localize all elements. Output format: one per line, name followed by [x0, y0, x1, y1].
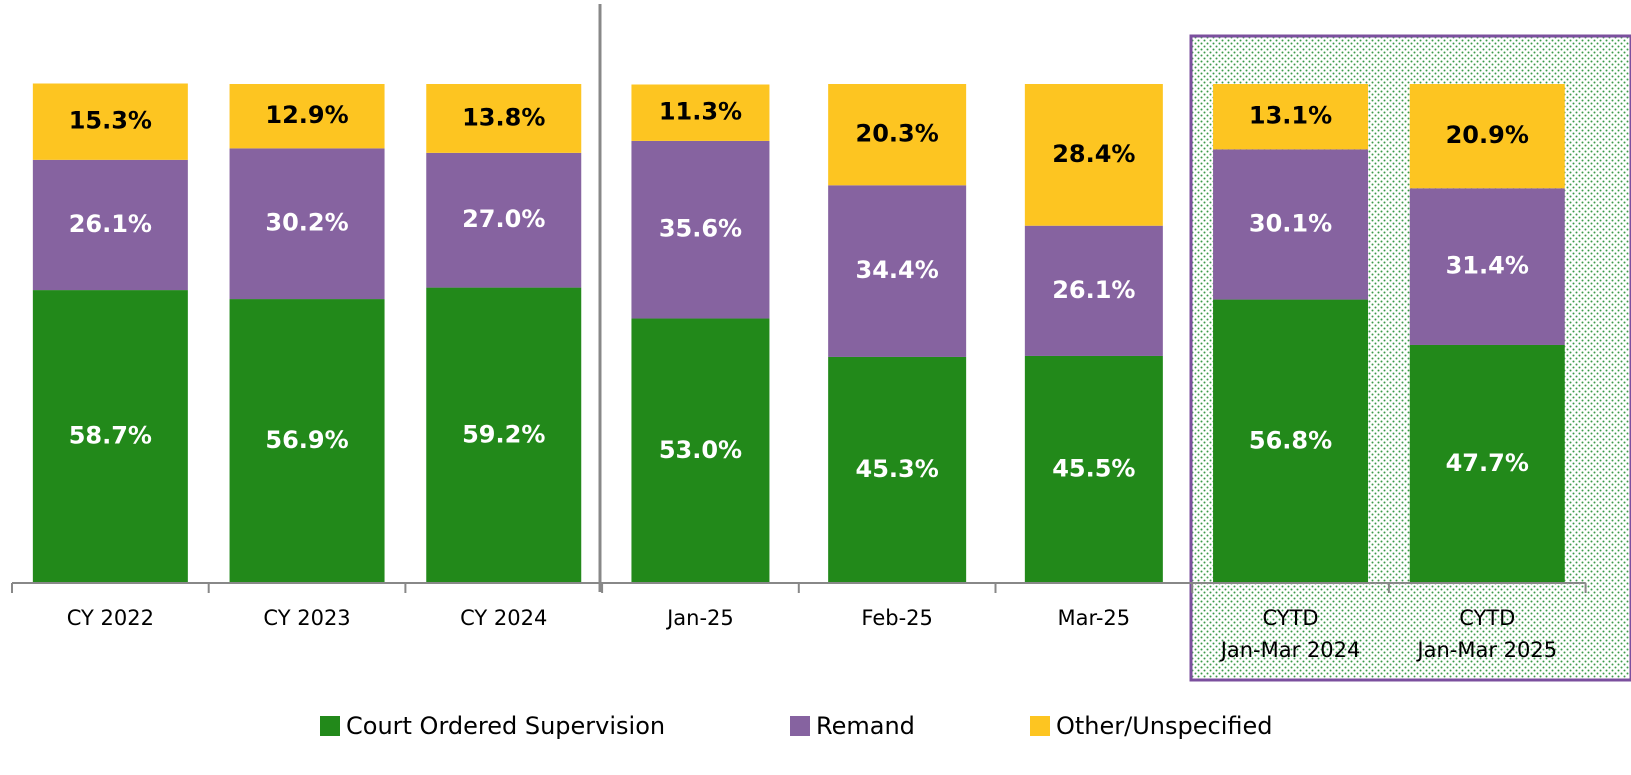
value-label: 28.4%	[1052, 140, 1135, 168]
bar-segment	[229, 84, 385, 149]
value-label: 34.4%	[856, 256, 939, 284]
bar-segment	[229, 299, 385, 583]
value-label: 20.9%	[1446, 121, 1529, 149]
value-label: 30.1%	[1249, 209, 1332, 237]
bar-segment	[426, 287, 582, 583]
legend-label: Other/Unspecified	[1056, 712, 1273, 740]
bar-segment	[1024, 84, 1163, 226]
bar-segment	[32, 83, 188, 160]
value-label: 30.2%	[265, 209, 348, 237]
bar-segment	[1409, 188, 1565, 345]
x-tick-label: CY 2023	[263, 606, 351, 630]
value-label: 20.3%	[856, 120, 939, 148]
x-tick-label: Feb-25	[861, 606, 933, 630]
bar-segment	[1213, 149, 1369, 300]
legend-item: Remand	[790, 712, 915, 740]
legend-item: Court Ordered Supervision	[320, 712, 665, 740]
legend-swatch	[790, 716, 810, 736]
value-label: 58.7%	[69, 422, 152, 450]
bar-segment	[1213, 299, 1369, 583]
x-tick-label: CYTD Jan-Mar 2025	[1417, 606, 1558, 662]
value-label: 26.1%	[69, 210, 152, 238]
value-label: 45.3%	[856, 455, 939, 483]
value-label: 56.8%	[1249, 426, 1332, 454]
legend-swatch	[1030, 716, 1050, 736]
x-tick-label: Mar-25	[1057, 606, 1131, 630]
bar-segment	[631, 140, 770, 319]
value-label: 56.9%	[265, 426, 348, 454]
bar-segment	[631, 84, 770, 141]
bar-segment	[1024, 355, 1163, 583]
x-tick-label: CYTD Jan-Mar 2024	[1220, 606, 1361, 662]
bar-segment	[32, 290, 188, 583]
value-label: 11.3%	[659, 98, 742, 126]
bar-segment	[1213, 84, 1369, 150]
bar-segment	[1409, 344, 1565, 583]
value-label: 35.6%	[659, 215, 742, 243]
bar-segment	[1024, 225, 1163, 356]
value-label: 59.2%	[462, 420, 545, 448]
x-tick-label: CY 2024	[460, 606, 548, 630]
value-label: 27.0%	[462, 205, 545, 233]
value-label: 47.7%	[1446, 449, 1529, 477]
legend-swatch	[320, 716, 340, 736]
bar-segment	[828, 356, 967, 583]
value-label: 15.3%	[69, 107, 152, 135]
value-label: 45.5%	[1052, 454, 1135, 482]
bar-segment	[631, 318, 770, 583]
value-label: 13.1%	[1249, 102, 1332, 130]
value-label: 53.0%	[659, 436, 742, 464]
bar-segment	[426, 84, 582, 153]
value-label: 31.4%	[1446, 252, 1529, 280]
legend-label: Remand	[816, 712, 915, 740]
bar-segment	[828, 84, 967, 186]
bar-segment	[32, 159, 188, 291]
legend-item: Other/Unspecified	[1030, 712, 1273, 740]
x-tick-label: Jan-25	[667, 606, 734, 630]
bar-segment	[426, 152, 582, 288]
bar-segment	[828, 185, 967, 357]
value-label: 13.8%	[462, 103, 545, 131]
bar-segment	[1409, 84, 1565, 189]
value-label: 12.9%	[265, 101, 348, 129]
bar-segment	[229, 148, 385, 300]
legend-label: Court Ordered Supervision	[346, 712, 666, 740]
x-tick-label: CY 2022	[66, 606, 154, 630]
value-label: 26.1%	[1052, 276, 1135, 304]
